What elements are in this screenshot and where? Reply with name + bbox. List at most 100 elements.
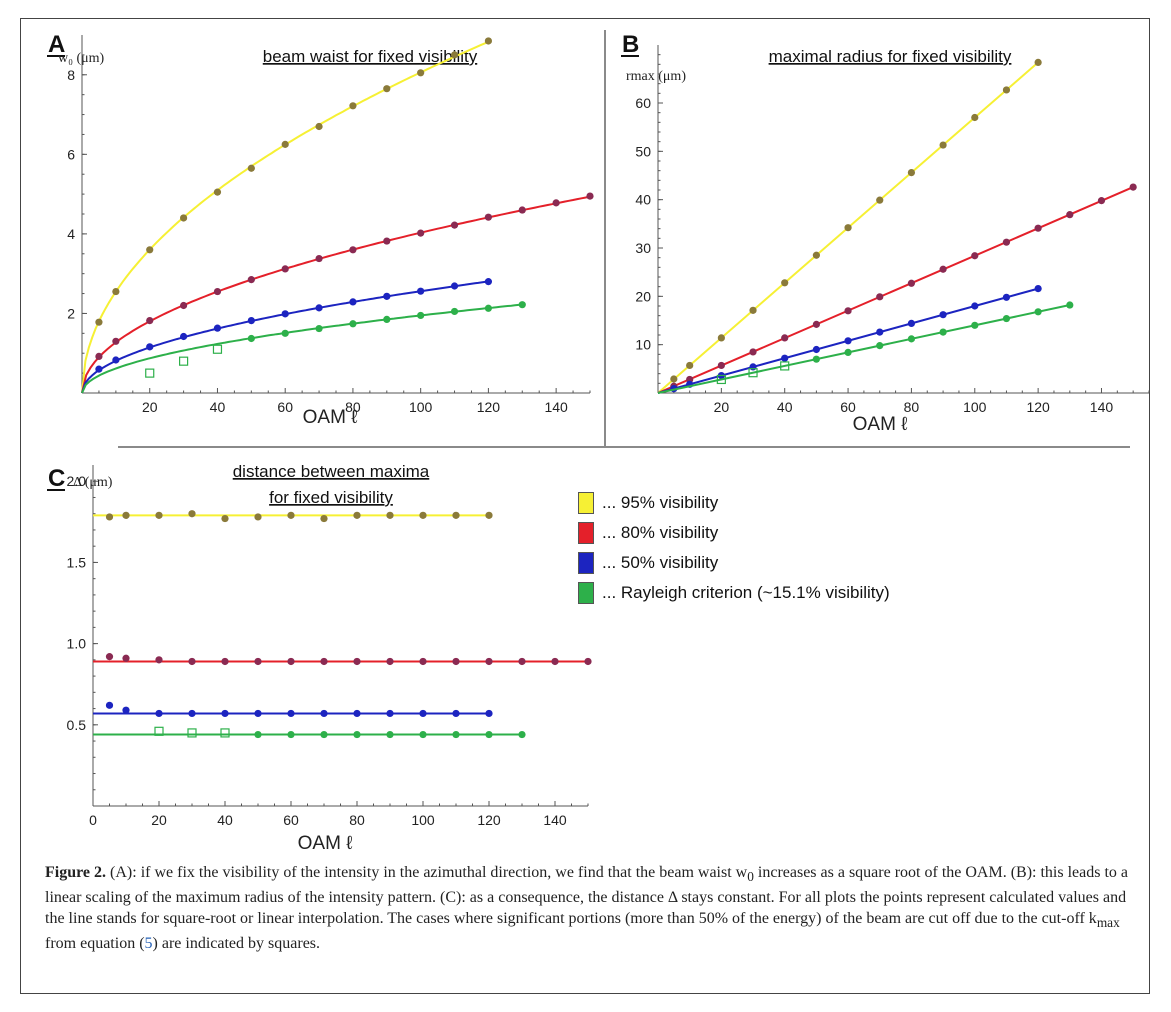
series-0 (657, 58, 1042, 394)
data-point (876, 342, 884, 350)
x-tick-label: 80 (345, 399, 361, 415)
data-point (518, 657, 526, 666)
data-point (180, 214, 188, 222)
data-point (419, 657, 427, 666)
cutoff-square-marker (154, 726, 164, 736)
data-point (386, 657, 394, 666)
data-point (386, 511, 394, 519)
data-point (939, 265, 947, 273)
x-tick-label: 80 (904, 399, 920, 415)
legend-label: ... 50% visibility (602, 553, 719, 572)
data-point (812, 345, 820, 354)
data-point (247, 334, 255, 343)
x-tick-label: 120 (477, 399, 501, 415)
x-tick-label: 20 (714, 399, 730, 415)
cutoff-square-marker (716, 374, 726, 385)
chart-title: distance between maxima (233, 462, 430, 481)
data-point (452, 657, 460, 666)
data-point (452, 511, 460, 519)
series-2 (93, 701, 493, 718)
data-point (180, 332, 188, 341)
x-tick-label: 60 (277, 399, 293, 415)
data-point (188, 510, 196, 518)
data-point (247, 164, 255, 172)
data-point (670, 375, 678, 383)
data-point (417, 287, 425, 295)
x-axis-label: OAM ℓ (298, 833, 353, 854)
data-point (417, 69, 425, 77)
x-tick-label: 140 (1090, 399, 1114, 415)
data-point (586, 192, 594, 200)
data-point (287, 511, 295, 519)
data-point (281, 310, 289, 318)
data-point (112, 287, 120, 296)
y-tick-label: 2.0 (67, 473, 87, 489)
data-point (383, 237, 391, 245)
data-point (320, 657, 328, 666)
data-point (386, 730, 394, 739)
data-point (781, 354, 789, 362)
data-point (584, 657, 592, 666)
data-point (450, 282, 459, 290)
series-0 (81, 37, 492, 394)
cutoff-square-marker (212, 344, 223, 354)
data-point (95, 365, 103, 373)
data-point (213, 287, 222, 296)
series-1 (93, 653, 592, 666)
data-point (907, 335, 916, 343)
cutoff-square-marker (748, 368, 758, 378)
y-tick-label: 20 (635, 288, 651, 304)
data-point (213, 188, 222, 196)
data-point (188, 657, 196, 666)
data-point (254, 730, 262, 739)
data-point (876, 196, 884, 204)
x-tick-label: 120 (1026, 399, 1050, 415)
data-point (180, 301, 188, 310)
chart-title: maximal radius for fixed visibility (769, 47, 1012, 66)
data-point (452, 730, 460, 739)
data-point (939, 141, 947, 149)
data-point (320, 709, 328, 718)
y-tick-label: 6 (67, 146, 75, 162)
panel-letter: B (622, 31, 639, 58)
data-point (1002, 86, 1011, 94)
y-tick-label: 60 (635, 95, 651, 111)
y-tick-label: 50 (635, 143, 651, 159)
data-point (146, 317, 154, 325)
data-point (105, 513, 114, 521)
data-point (419, 730, 427, 739)
data-point (386, 709, 394, 718)
data-point (907, 169, 916, 177)
data-point (95, 318, 103, 326)
panel-divider-horizontal (118, 446, 1130, 448)
figure-caption: Figure 2. (A): if we fix the visibility … (45, 862, 1130, 954)
x-tick-label: 140 (543, 812, 567, 828)
equation-reference-link[interactable]: 5 (144, 935, 153, 953)
data-point (155, 656, 163, 664)
data-point (281, 265, 289, 273)
legend-swatch-95 (578, 492, 594, 514)
cutoff-square-marker (145, 368, 155, 378)
cutoff-square-marker (780, 361, 790, 371)
data-point (349, 102, 357, 110)
y-tick-label: 30 (635, 240, 651, 256)
data-point (1034, 308, 1042, 316)
x-tick-label: 100 (411, 812, 435, 828)
data-point (485, 657, 493, 666)
data-point (844, 348, 852, 356)
data-point (353, 730, 361, 739)
x-tick-label: 120 (477, 812, 501, 828)
data-point (812, 320, 820, 328)
data-point (484, 278, 492, 286)
data-point (450, 307, 459, 316)
data-point (484, 213, 492, 221)
data-point (315, 254, 323, 263)
x-tick-label: 40 (210, 399, 226, 415)
data-point (781, 334, 789, 342)
data-point (349, 320, 357, 328)
data-point (717, 361, 725, 370)
